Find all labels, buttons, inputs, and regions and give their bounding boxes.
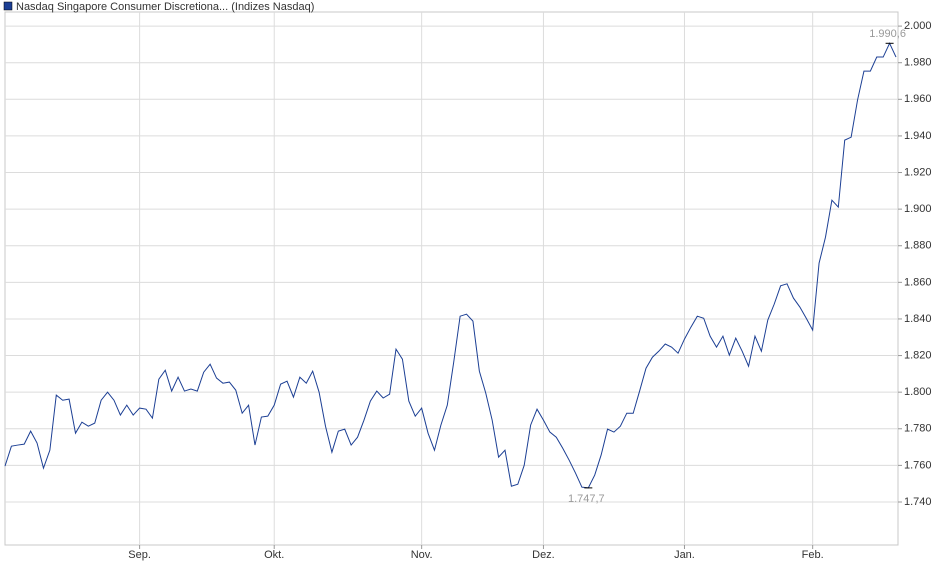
x-tick-label: Jan.	[674, 549, 695, 561]
plot-area	[4, 11, 899, 546]
legend-swatch	[3, 1, 13, 11]
x-tick-label: Feb.	[802, 549, 824, 561]
y-tick-label: 1.960	[904, 93, 932, 105]
y-tick-label: 1.900	[904, 203, 932, 215]
annotation-label: 1.747,7	[568, 493, 605, 505]
y-tick-label: 1.940	[904, 130, 932, 142]
price-line	[4, 42, 897, 489]
y-tick-label: 1.740	[904, 496, 932, 508]
x-tick-label: Okt.	[264, 549, 284, 561]
x-tick-label: Nov.	[411, 549, 433, 561]
annotation-label: 1.990,6	[869, 28, 906, 40]
y-tick-label: 1.780	[904, 423, 932, 435]
y-tick-label: 1.880	[904, 240, 932, 252]
legend-label: Nasdaq Singapore Consumer Discretiona...…	[16, 1, 314, 13]
y-tick-label: 1.760	[904, 459, 932, 471]
y-tick-label: 1.920	[904, 166, 932, 178]
y-tick-label: 1.980	[904, 57, 932, 69]
y-tick-label: 1.840	[904, 313, 932, 325]
y-tick-label: 1.860	[904, 276, 932, 288]
x-tick-label: Sep.	[128, 549, 151, 561]
x-tick-label: Dez.	[532, 549, 555, 561]
y-tick-label: 1.800	[904, 386, 932, 398]
y-tick-label: 2.000	[904, 20, 932, 32]
y-tick-label: 1.820	[904, 349, 932, 361]
